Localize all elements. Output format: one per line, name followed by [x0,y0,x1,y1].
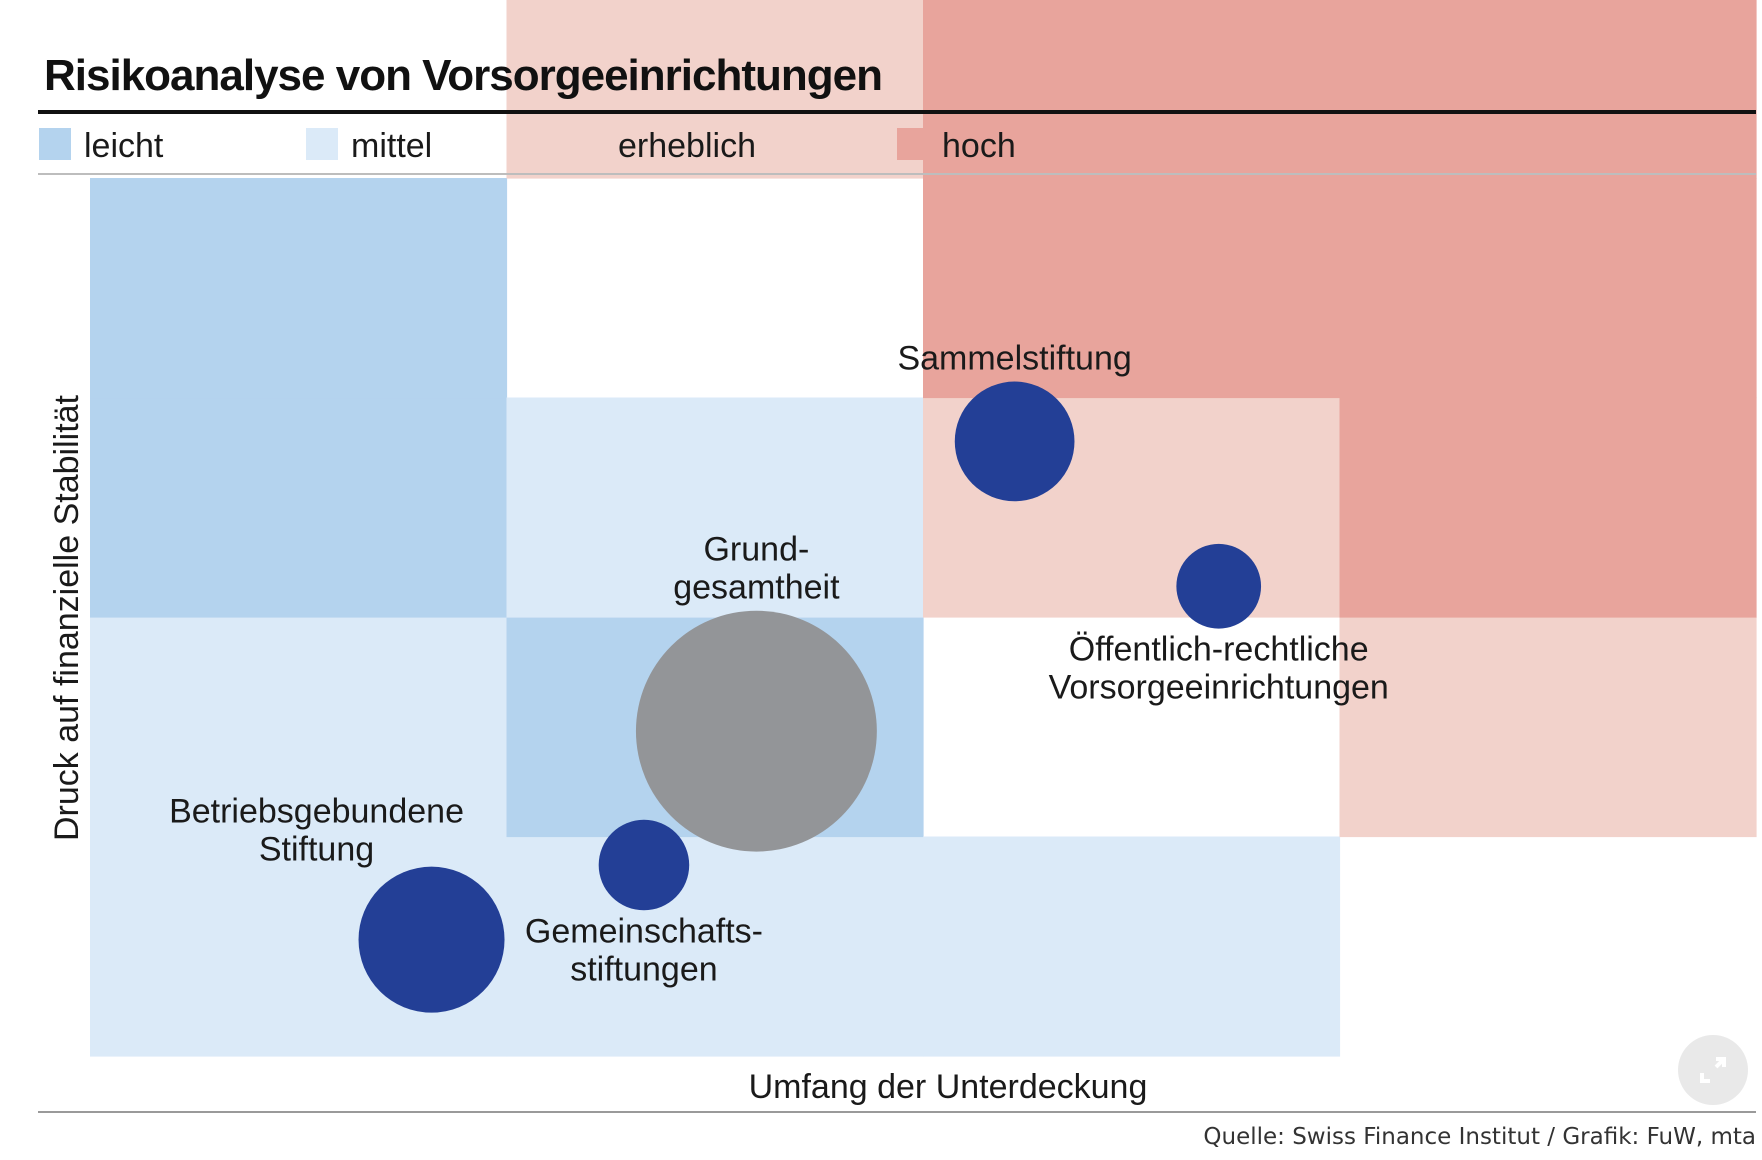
risk-zone-mittel [506,836,924,1057]
bubble-point [358,866,505,1013]
risk-zone-hoch [923,178,1341,399]
legend-label-erheblich: erheblich [618,127,756,165]
bubble-label: Öffentlich-rechtliche [1069,631,1369,669]
bubble-point [598,819,690,911]
risk-zone-hoch [1339,178,1757,399]
bubble-label: Grund- [703,531,809,569]
expand-icon [1700,1057,1726,1083]
risk-zone-hoch [923,0,1341,179]
risk-zone-hoch [1339,0,1757,179]
legend-swatch-erheblich [573,128,605,160]
legend-swatch-mittel [306,128,338,160]
risk-zone-grid [90,0,1757,1057]
risk-zone-leicht [90,397,508,618]
source-note: Quelle: Swiss Finance Institut / Grafik:… [1203,1124,1756,1150]
legend-swatch-hoch [897,128,929,160]
bubble-point [954,381,1075,502]
risk-zone-mittel [506,397,924,618]
risk-zone-mittel [90,617,508,838]
bubble-label: gesamtheit [673,569,840,607]
legend-label-hoch: hoch [942,127,1016,165]
x-axis-label: Umfang der Unterdeckung [749,1068,1148,1106]
bubble-layer [358,381,1262,1013]
bubble-label: stiftungen [570,950,717,988]
legend-swatch-leicht [39,128,71,160]
legend: leicht mittel erheblich hoch [39,127,1016,165]
chart-title: Risikoanalyse von Vorsorgeeinrichtungen [44,51,882,100]
bubble-point [1176,543,1262,629]
y-axis-label: Druck auf finanzielle Stabilität [48,394,86,841]
expand-button[interactable] [1678,1035,1748,1105]
risk-zone-mittel [923,836,1341,1057]
legend-label-leicht: leicht [84,127,164,165]
legend-label-mittel: mittel [351,127,432,165]
bubble-label: Betriebsgebundene [169,793,464,831]
risk-zone-hoch [1339,397,1757,618]
bubble-label: Stiftung [259,831,374,869]
bubble-label: Sammelstiftung [897,340,1131,378]
bubble-label: Vorsorgeeinrichtungen [1049,669,1389,707]
bubble-label: Gemeinschafts- [525,912,763,950]
bubble-reference [635,610,877,852]
risk-zone-erheblich [1339,617,1757,838]
risk-zone-leicht [90,178,508,399]
